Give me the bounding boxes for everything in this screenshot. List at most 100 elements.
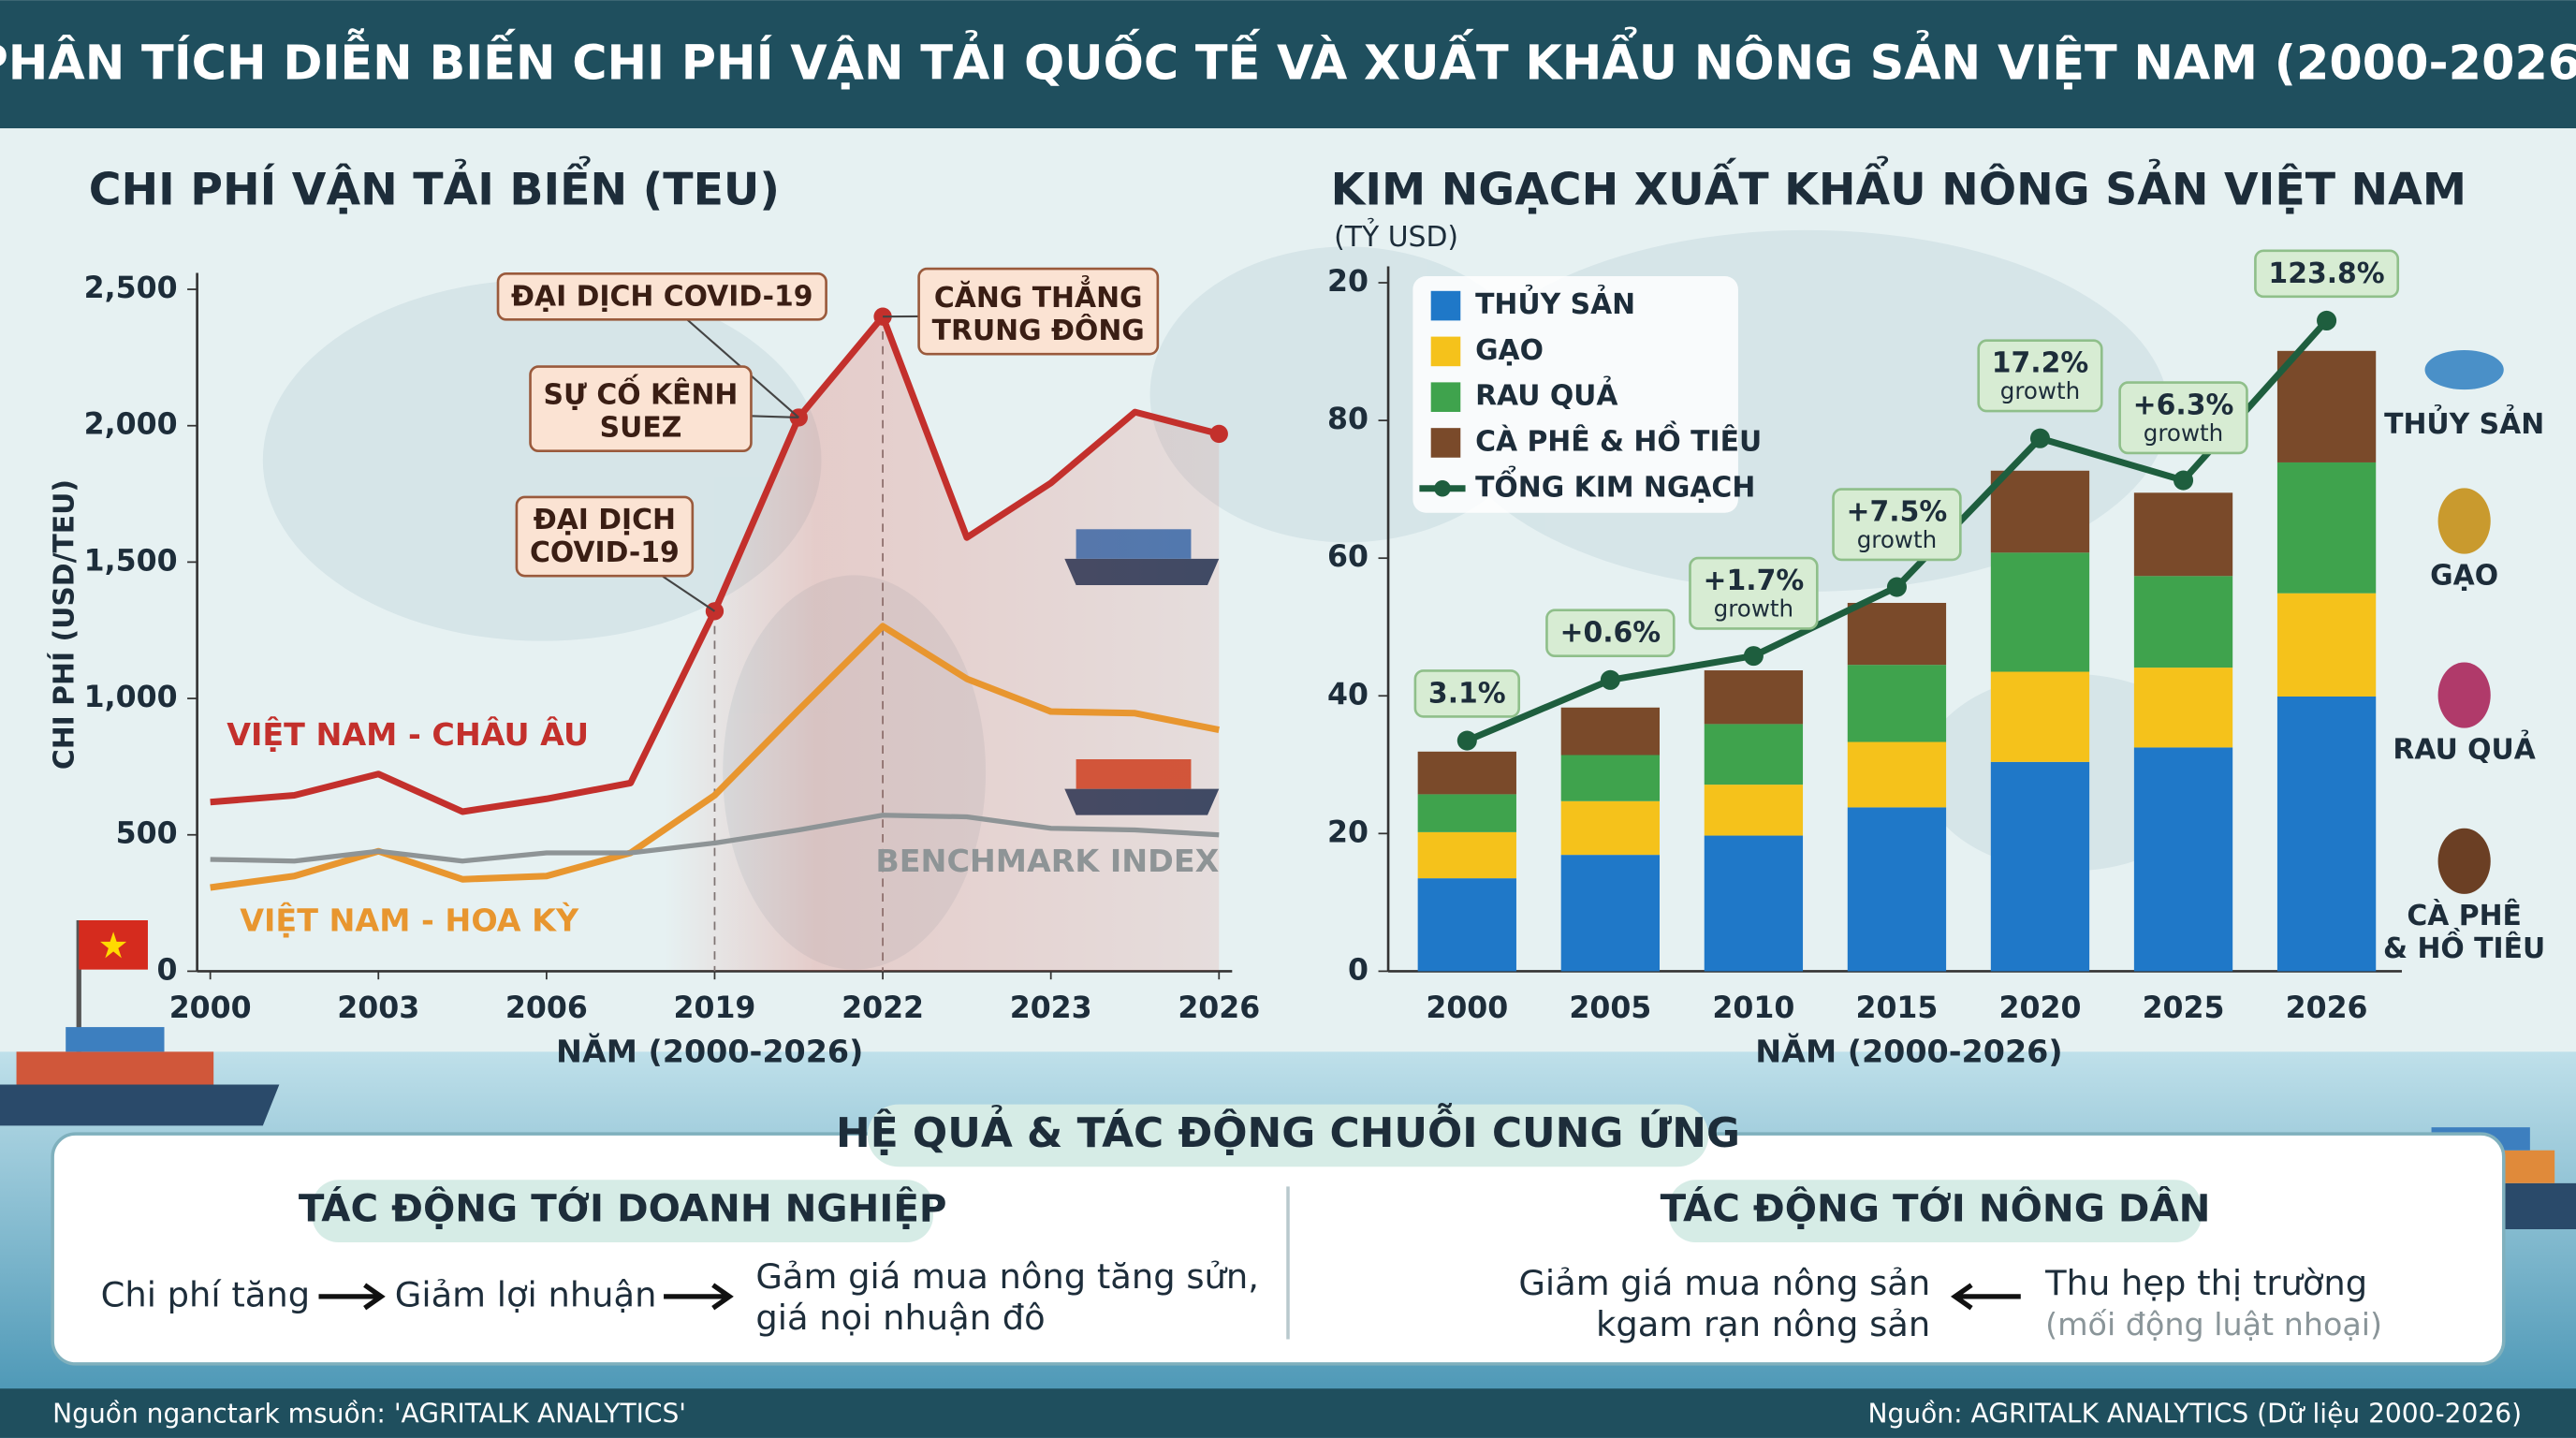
annotation: CĂNG THẲNG (934, 275, 1143, 315)
side-label: & HỒ TIÊU (2383, 927, 2545, 965)
bar-segment (1560, 855, 1661, 972)
bar-segment (2133, 747, 2233, 972)
annotation: ĐẠI DỊCH COVID-19 (511, 280, 813, 313)
point (1456, 730, 1477, 751)
x-tick-label: 2005 (1569, 991, 1651, 1025)
series-label: VIỆT NAM - CHÂU ÂU (227, 715, 589, 753)
bar-segment (2133, 576, 2233, 668)
annotation: TRUNG ĐÔNG (932, 313, 1145, 347)
point-label: growth (2144, 419, 2223, 447)
bar-segment (1990, 671, 2090, 762)
point-label: +1.7% (1704, 565, 1805, 597)
point (873, 307, 892, 326)
series-label: VIỆT NAM - HOA KỲ (240, 901, 579, 938)
x-tick-label: 2023 (1010, 991, 1092, 1025)
highlight-area (210, 316, 1220, 972)
y-tick-label: 0 (1348, 953, 1368, 987)
y-tick-label: 2,000 (84, 408, 178, 442)
annotation: SUEZ (600, 412, 682, 445)
annotation: ĐẠI DỊCH (534, 504, 676, 536)
ship (0, 1027, 280, 1126)
bar-segment (1990, 552, 2090, 672)
point (2174, 470, 2194, 491)
side-icon (2437, 662, 2491, 728)
arrow (664, 1283, 734, 1311)
y-tick-label: 500 (116, 817, 178, 851)
flow-result: Giảm giá mua nông sản (1518, 1263, 1930, 1303)
legend-label: TỔNG KIM NGẠCH (1475, 464, 1755, 504)
annotation-box (529, 365, 753, 453)
bar-segment (2133, 492, 2233, 577)
x-tick-label: 2010 (1712, 991, 1794, 1025)
bar-segment (1847, 602, 1947, 666)
impacts: HỆ QUẢ & TÁC ĐỘNG CHUỖI CUNG ỨNG TÁC ĐỘN… (51, 1102, 2506, 1366)
bar-segment (1560, 707, 1661, 756)
x-tick-label: 2006 (505, 991, 588, 1025)
annotation-box (1977, 339, 2103, 413)
x-tick-label: 2025 (2143, 991, 2225, 1025)
legend-label: RAU QUẢ (1475, 376, 1617, 413)
point-label: 123.8% (2268, 257, 2384, 290)
bar-segment (2276, 462, 2377, 594)
annotation-box (515, 495, 695, 578)
legend-swatch (1434, 479, 1451, 497)
flow-result: giá nọi nhuận đô (755, 1298, 1045, 1338)
legend-swatch (1430, 336, 1461, 367)
y-tick-label: 2,500 (84, 271, 178, 305)
bar-segment (2276, 593, 2377, 697)
flow-step: Chi phí tăng (101, 1274, 310, 1314)
side-label: GẠO (2430, 560, 2498, 593)
annotation-box (1832, 488, 1962, 562)
bar-segment (2133, 668, 2233, 748)
flow-note: (mối động luật nhoại) (2045, 1306, 2382, 1343)
series-label: BENCHMARK INDEX (875, 843, 1219, 879)
y-tick-label: 80 (1327, 403, 1368, 436)
impacts-title: HỆ QUẢ & TÁC ĐỘNG CHUỖI CUNG ỨNG (836, 1102, 1740, 1157)
bar-segment (1417, 831, 1516, 879)
section-title: TÁC ĐỘNG TỚI NÔNG DÂN (1661, 1186, 2211, 1231)
x-tick-label: 2015 (1855, 991, 1938, 1025)
annotation: SỰ CỐ KÊNH (544, 374, 739, 412)
point (1743, 646, 1764, 667)
x-axis-title: NĂM (2000-2026) (1755, 1033, 2062, 1070)
point-label: +7.5% (1847, 496, 1948, 529)
annotation-box (1413, 669, 1521, 718)
y-tick-label: 1,500 (84, 544, 178, 578)
side-label: CÀ PHÊ (2407, 899, 2522, 932)
flow-cause: Thu hẹp thị trường (2044, 1263, 2367, 1303)
section-pill (1669, 1180, 2202, 1242)
bar-segment (1990, 470, 2090, 553)
bar-segment (1847, 807, 1947, 972)
footer-bar (0, 1388, 2576, 1438)
chart-title: KIM NGẠCH XUẤT KHẨU NÔNG SẢN VIỆT NAM (1331, 154, 2466, 215)
x-tick-label: 2019 (674, 991, 756, 1025)
bar-segment (1704, 670, 1804, 725)
flow-step: Giảm lợi nhuận (395, 1274, 657, 1314)
point-label: growth (2000, 377, 2080, 404)
y-tick-label: 1,000 (84, 681, 178, 714)
point-label: 17.2% (1992, 347, 2088, 380)
x-tick-label: 2026 (2286, 991, 2368, 1025)
y-tick-label: 40 (1327, 678, 1368, 712)
point (1886, 577, 1907, 597)
legend-box (1412, 276, 1738, 513)
y-tick-label: 20 (1327, 265, 1368, 299)
x-tick-label: 2003 (337, 991, 419, 1025)
flow-result: kgam rạn nông sản (1596, 1304, 1930, 1344)
side-icon (2424, 349, 2504, 390)
point (1600, 669, 1620, 690)
bar-segment (1704, 835, 1804, 972)
bar-segment (1704, 785, 1804, 836)
x-tick-label: 2020 (1999, 991, 2082, 1025)
bar-segment (1417, 751, 1516, 795)
annotation-box (917, 267, 1160, 356)
annotation-box (496, 271, 827, 321)
bar-segment (1847, 741, 1947, 808)
page-title: PHÂN TÍCH DIỄN BIẾN CHI PHÍ VẬN TẢI QUỐC… (0, 25, 2576, 91)
legend-swatch (1430, 428, 1461, 458)
x-tick-label: 2022 (842, 991, 924, 1025)
side-icon (2437, 488, 2491, 554)
annotation-box (1689, 556, 1819, 630)
